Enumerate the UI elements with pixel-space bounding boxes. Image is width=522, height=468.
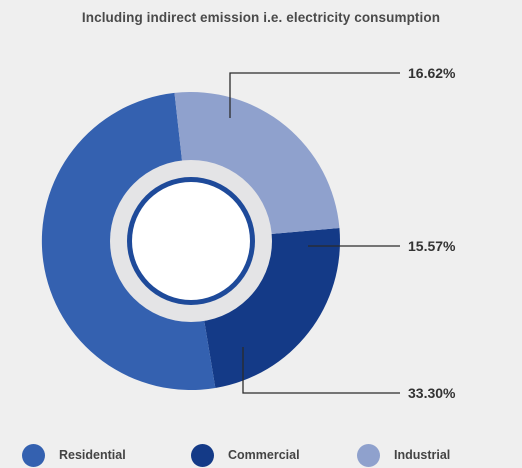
legend-item-industrial: Industrial [357, 442, 450, 468]
donut-center [132, 182, 250, 300]
chart-title: Including indirect emission i.e. electri… [81, 10, 441, 25]
legend-swatch-residential [22, 443, 45, 467]
legend-item-commercial: Commercial [191, 442, 300, 468]
legend-swatch-commercial [191, 443, 214, 467]
donut-chart: 16.62% 15.57% 33.30% [41, 65, 456, 401]
data-label-industrial: 16.62% [408, 65, 456, 81]
legend-label-commercial: Commercial [228, 448, 300, 462]
data-label-commercial: 15.57% [408, 238, 456, 254]
data-label-residential: 33.30% [408, 385, 456, 401]
callout-line-industrial [229, 72, 400, 118]
legend-label-residential: Residential [59, 448, 126, 462]
legend: Residential Commercial Industrial [0, 442, 522, 468]
callout-line-residential [242, 347, 400, 394]
legend-swatch-industrial [357, 443, 380, 467]
legend-label-industrial: Industrial [394, 448, 451, 462]
legend-item-residential: Residential [22, 442, 126, 468]
